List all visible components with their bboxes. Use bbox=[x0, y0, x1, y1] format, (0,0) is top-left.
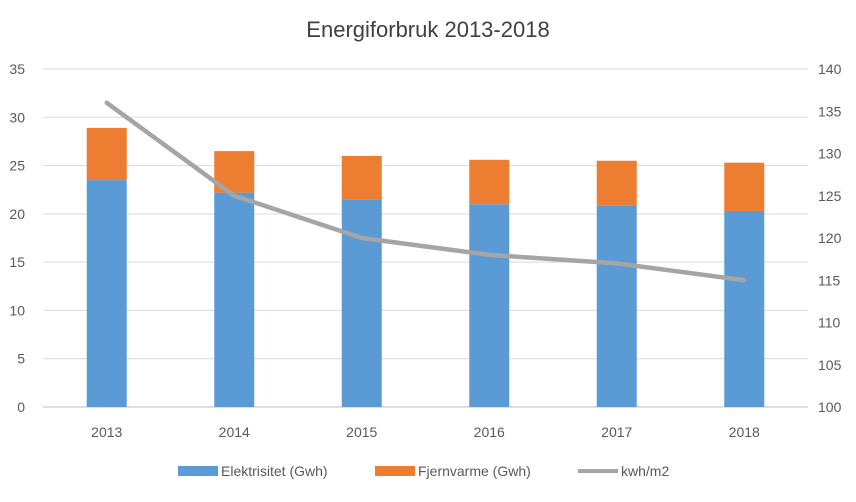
legend-label: kwh/m2 bbox=[621, 463, 669, 479]
y-right-tick-label: 115 bbox=[818, 272, 841, 288]
axes: 0 5 10 15 20 25 30 35 100 105 110 115 120 125 130 135 14… bbox=[9, 61, 841, 440]
x-tick-label: 2018 bbox=[729, 424, 760, 440]
legend: Elektrisitet (Gwh) Fjernvarme (Gwh) kwh/m2 bbox=[178, 463, 669, 479]
bar bbox=[342, 156, 382, 199]
bar bbox=[214, 193, 254, 407]
y-right-tick-label: 125 bbox=[818, 188, 842, 204]
y-left-tick-label: 35 bbox=[9, 61, 25, 77]
legend-label: Fjernvarme (Gwh) bbox=[418, 463, 531, 479]
y-right-tick-label: 135 bbox=[818, 103, 842, 119]
chart-title: Energiforbruk 2013-2018 bbox=[306, 17, 549, 42]
x-tick-label: 2017 bbox=[601, 424, 632, 440]
y-right-tick-label: 110 bbox=[818, 315, 841, 331]
y-right-tick-label: 120 bbox=[818, 230, 842, 246]
y-left-tick-label: 0 bbox=[17, 399, 25, 415]
bar bbox=[87, 180, 127, 407]
bar bbox=[597, 161, 637, 205]
bar bbox=[342, 199, 382, 407]
x-tick-label: 2014 bbox=[219, 424, 250, 440]
line-series bbox=[107, 103, 745, 281]
bar bbox=[597, 205, 637, 407]
y-right-tick-label: 100 bbox=[818, 399, 842, 415]
y-left-tick-label: 10 bbox=[9, 302, 25, 318]
gridlines bbox=[43, 69, 808, 407]
bar bbox=[87, 128, 127, 180]
y-left-tick-label: 20 bbox=[9, 206, 25, 222]
x-tick-label: 2015 bbox=[346, 424, 377, 440]
x-tick-label: 2013 bbox=[91, 424, 122, 440]
bar bbox=[469, 204, 509, 407]
series-line bbox=[107, 103, 745, 280]
y-right-tick-label: 140 bbox=[818, 61, 842, 77]
bar bbox=[469, 160, 509, 204]
y-left-tick-label: 30 bbox=[9, 109, 25, 125]
legend-label: Elektrisitet (Gwh) bbox=[221, 463, 328, 479]
y-left-tick-label: 15 bbox=[9, 254, 25, 270]
legend-swatch bbox=[178, 466, 218, 476]
bar bbox=[724, 211, 764, 407]
y-right-tick-label: 105 bbox=[818, 357, 842, 373]
x-tick-label: 2016 bbox=[474, 424, 505, 440]
bar bbox=[724, 163, 764, 211]
y-left-tick-label: 25 bbox=[9, 158, 25, 174]
y-left-tick-label: 5 bbox=[17, 351, 25, 367]
y-right-tick-label: 130 bbox=[818, 146, 842, 162]
legend-swatch bbox=[375, 466, 415, 476]
